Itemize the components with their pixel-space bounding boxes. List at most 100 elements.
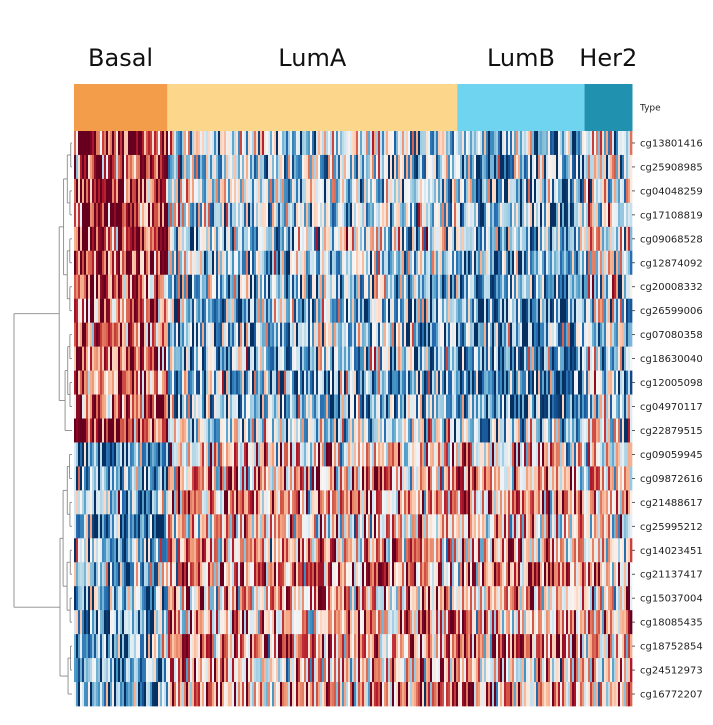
heatmap-cell — [270, 538, 272, 562]
heatmap-cell — [418, 442, 420, 466]
heatmap-cell — [396, 131, 398, 155]
heatmap-cell — [196, 275, 198, 299]
heatmap-cell — [192, 275, 194, 299]
heatmap-cell — [178, 323, 180, 347]
heatmap-cell — [286, 275, 288, 299]
heatmap-cell — [194, 442, 196, 466]
heatmap-cell — [302, 251, 304, 275]
heatmap-cell — [368, 155, 370, 179]
heatmap-cell — [500, 538, 502, 562]
heatmap-cell — [408, 275, 410, 299]
heatmap-cell — [596, 227, 598, 251]
heatmap-cell — [384, 466, 386, 490]
heatmap-cell — [510, 442, 512, 466]
heatmap-cell — [226, 395, 228, 419]
heatmap-cell — [370, 203, 372, 227]
heatmap-cell — [416, 466, 418, 490]
heatmap-cell — [606, 275, 608, 299]
heatmap-cell — [614, 490, 616, 514]
heatmap-cell — [286, 442, 288, 466]
heatmap-cell — [414, 347, 416, 371]
heatmap-cell — [626, 371, 628, 395]
heatmap-cell — [192, 323, 194, 347]
heatmap-cell — [572, 466, 574, 490]
heatmap-cell — [286, 299, 288, 323]
heatmap-cell — [422, 275, 424, 299]
heatmap-cell — [108, 466, 110, 490]
heatmap-cell — [394, 155, 396, 179]
heatmap-cell — [376, 347, 378, 371]
heatmap-cell — [442, 442, 444, 466]
heatmap-cell — [410, 275, 412, 299]
heatmap-cell — [216, 514, 218, 538]
heatmap-cell — [576, 275, 578, 299]
heatmap-cell — [494, 131, 496, 155]
heatmap-cell — [336, 347, 338, 371]
heatmap-cell — [466, 203, 468, 227]
heatmap-cell — [88, 203, 90, 227]
heatmap-cell — [300, 371, 302, 395]
heatmap-cell — [302, 395, 304, 419]
heatmap-cell — [514, 419, 516, 443]
heatmap-cell — [568, 227, 570, 251]
heatmap-cell — [168, 490, 170, 514]
heatmap-cell — [550, 275, 552, 299]
heatmap-cell — [536, 490, 538, 514]
heatmap-cell — [134, 466, 136, 490]
heatmap-cell — [154, 514, 156, 538]
heatmap-cell — [166, 514, 168, 538]
heatmap-cell — [232, 419, 234, 443]
heatmap-cell — [602, 131, 604, 155]
heatmap-cell — [292, 299, 294, 323]
heatmap-cell — [286, 155, 288, 179]
heatmap-cell — [298, 395, 300, 419]
heatmap-cell — [318, 251, 320, 275]
heatmap-cell — [520, 442, 522, 466]
heatmap-cell — [300, 155, 302, 179]
heatmap-cell — [260, 275, 262, 299]
heatmap-cell — [326, 419, 328, 443]
heatmap-cell — [544, 466, 546, 490]
heatmap-cell — [308, 466, 310, 490]
heatmap-cell — [384, 179, 386, 203]
heatmap-cell — [150, 419, 152, 443]
heatmap-cell — [558, 131, 560, 155]
heatmap-cell — [590, 490, 592, 514]
heatmap-cell — [616, 395, 618, 419]
heatmap-cell — [526, 179, 528, 203]
heatmap-cell — [530, 299, 532, 323]
heatmap-cell — [436, 490, 438, 514]
heatmap-cell — [442, 490, 444, 514]
heatmap-cell — [582, 442, 584, 466]
heatmap-cell — [500, 155, 502, 179]
heatmap-cell — [124, 227, 126, 251]
heatmap-cell — [216, 371, 218, 395]
heatmap-cell — [536, 299, 538, 323]
heatmap-cell — [390, 419, 392, 443]
heatmap-cell — [480, 323, 482, 347]
heatmap-cell — [538, 323, 540, 347]
heatmap-cell — [292, 275, 294, 299]
heatmap-cell — [240, 275, 242, 299]
heatmap-cell — [264, 179, 266, 203]
heatmap-cell — [596, 419, 598, 443]
heatmap-cell — [152, 442, 154, 466]
heatmap-cell — [320, 419, 322, 443]
heatmap-cell — [624, 490, 626, 514]
heatmap-cell — [230, 490, 232, 514]
heatmap-cell — [188, 155, 190, 179]
heatmap-cell — [478, 419, 480, 443]
heatmap-cell — [448, 179, 450, 203]
heatmap-cell — [240, 323, 242, 347]
heatmap-cell — [492, 299, 494, 323]
heatmap-cell — [624, 371, 626, 395]
heatmap-cell — [518, 179, 520, 203]
heatmap-cell — [500, 275, 502, 299]
heatmap-cell — [324, 179, 326, 203]
heatmap-cell — [624, 395, 626, 419]
heatmap-cell — [382, 251, 384, 275]
heatmap-cell — [474, 347, 476, 371]
heatmap-cell — [194, 251, 196, 275]
heatmap-cell — [334, 251, 336, 275]
heatmap-cell — [340, 419, 342, 443]
